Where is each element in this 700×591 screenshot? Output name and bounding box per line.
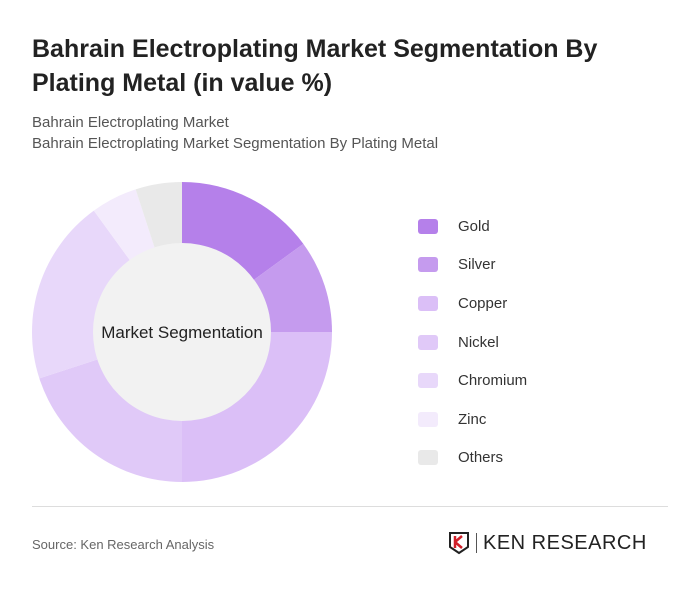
legend-label: Chromium bbox=[458, 372, 528, 390]
center-label: Market Segmentation bbox=[101, 323, 263, 342]
donut-hole bbox=[93, 243, 271, 421]
chart-subtitle: Bahrain Electroplating Market bbox=[32, 114, 229, 131]
ken-research-logo: KEN RESEARCH bbox=[448, 531, 647, 555]
legend-label: Nickel bbox=[458, 333, 499, 351]
legend-item-zinc: Zinc bbox=[418, 400, 527, 439]
legend-item-nickel: Nickel bbox=[418, 323, 527, 362]
legend-label: Others bbox=[458, 449, 504, 467]
legend-swatch bbox=[418, 411, 438, 427]
legend: Gold Silver Copper Nickel Chromium Zinc Others bbox=[418, 207, 527, 477]
legend-swatch bbox=[418, 218, 438, 234]
logo-shield-icon bbox=[449, 532, 469, 555]
legend-swatch bbox=[418, 295, 438, 311]
legend-item-gold: Gold bbox=[418, 207, 527, 246]
chart-subtitle-2: Bahrain Electroplating Market Segmentati… bbox=[32, 135, 439, 152]
divider bbox=[32, 506, 668, 507]
legend-swatch bbox=[418, 450, 438, 466]
source-note: Source: Ken Research Analysis bbox=[32, 537, 215, 552]
legend-item-copper: Copper bbox=[418, 284, 527, 323]
legend-label: Silver bbox=[458, 256, 496, 274]
legend-label: Copper bbox=[458, 294, 508, 312]
donut-chart: Market Segmentation bbox=[31, 182, 332, 482]
legend-item-silver: Silver bbox=[418, 246, 527, 285]
legend-item-chromium: Chromium bbox=[418, 361, 527, 400]
legend-item-others: Others bbox=[418, 439, 527, 478]
legend-swatch bbox=[418, 373, 438, 389]
legend-label: Gold bbox=[458, 217, 490, 235]
legend-swatch bbox=[418, 334, 438, 350]
logo-text: KEN RESEARCH bbox=[483, 531, 647, 554]
legend-swatch bbox=[418, 257, 438, 273]
legend-label: Zinc bbox=[458, 410, 487, 428]
chart-title: Bahrain Electroplating Market Segmentati… bbox=[32, 35, 598, 97]
